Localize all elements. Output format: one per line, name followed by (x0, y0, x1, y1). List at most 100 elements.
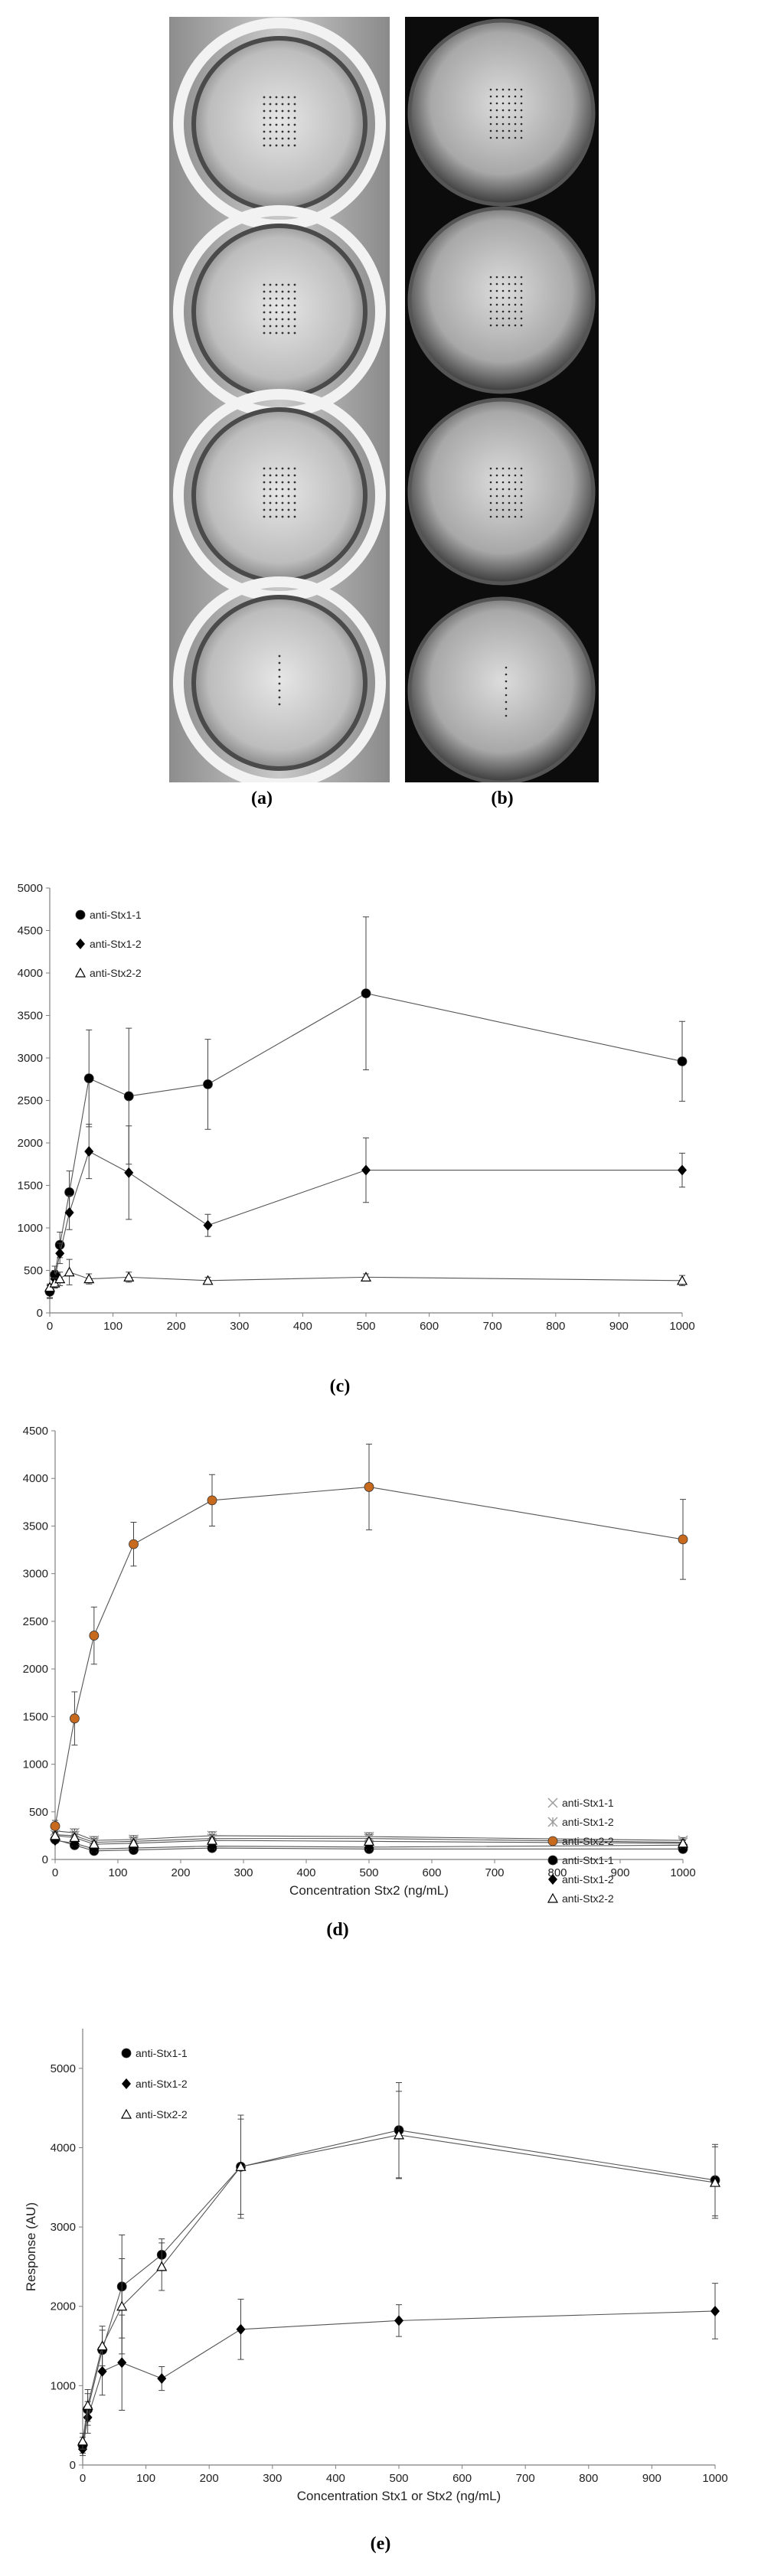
spot (269, 325, 272, 328)
legend-label: anti-Stx2-2 (562, 1892, 614, 1905)
spot (501, 467, 505, 470)
spot (287, 495, 290, 498)
spot (263, 137, 266, 140)
x-tick-label: 900 (609, 1320, 629, 1332)
data-point (69, 1832, 80, 1842)
spot (489, 95, 492, 98)
data-point (203, 1079, 213, 1089)
y-tick-label: 3000 (18, 1052, 43, 1065)
spot (293, 130, 296, 133)
spot (287, 474, 290, 477)
well (191, 407, 368, 583)
spot (269, 515, 272, 518)
spot (269, 331, 272, 335)
chart-c: 0500100015002000250030003500400045005000… (18, 882, 695, 1332)
spot (263, 297, 266, 300)
spot (505, 687, 508, 690)
data-point (548, 1874, 557, 1885)
data-point (55, 1248, 65, 1259)
spot (508, 310, 511, 313)
spot (263, 474, 266, 477)
legend-label: anti-Stx2-2 (136, 2108, 188, 2121)
spot (275, 325, 278, 328)
spot (501, 129, 505, 132)
spot (501, 317, 505, 320)
spot (287, 130, 290, 133)
spot (269, 474, 272, 477)
well (191, 36, 368, 212)
spot (495, 488, 498, 491)
spot (489, 136, 492, 139)
spot (281, 515, 284, 518)
spot (263, 331, 266, 335)
spot (514, 116, 517, 119)
spot (520, 129, 523, 132)
spot (269, 311, 272, 314)
y-tick-label: 4500 (23, 1425, 48, 1438)
x-tick-label: 800 (546, 1320, 565, 1332)
spot (275, 474, 278, 477)
spot (495, 129, 498, 132)
series-line (82, 2134, 716, 2441)
spot (287, 331, 290, 335)
data-point (236, 2323, 246, 2335)
y-tick-label: 1000 (23, 1758, 48, 1771)
spot (281, 467, 284, 470)
series-anti-Stx1-1 (44, 916, 688, 1299)
spot (281, 318, 284, 321)
x-tick-label: 0 (47, 1320, 53, 1332)
y-tick-label: 4000 (18, 967, 43, 980)
data-point (361, 988, 371, 999)
x-tick-label: 200 (171, 1866, 190, 1879)
spot (287, 116, 290, 119)
data-point (157, 2373, 167, 2385)
spot (281, 481, 284, 484)
spot (287, 137, 290, 140)
x-tick-label: 300 (263, 2472, 282, 2485)
spot (269, 467, 272, 470)
spot (287, 283, 290, 286)
data-point (207, 1840, 217, 1852)
spot (293, 331, 296, 335)
spot (269, 96, 272, 99)
y-tick-label: 1500 (23, 1710, 48, 1723)
spot (508, 495, 511, 498)
spot (520, 310, 523, 313)
spot (287, 304, 290, 307)
spot (269, 488, 272, 491)
data-point (547, 1817, 558, 1827)
y-tick-label: 3500 (23, 1520, 48, 1533)
data-point (122, 2078, 131, 2089)
spot (281, 103, 284, 106)
spot (489, 488, 492, 491)
x-tick-label: 400 (296, 1866, 315, 1879)
spot (293, 144, 296, 147)
spot (275, 137, 278, 140)
data-point (203, 1219, 213, 1231)
legend-label: anti-Stx1-1 (562, 1854, 614, 1866)
series-anti-Stx2-2 (50, 1443, 688, 1833)
spot (489, 317, 492, 320)
spot (508, 296, 511, 299)
spot (281, 331, 284, 335)
spot (520, 289, 523, 292)
spot (287, 515, 290, 518)
spot (263, 508, 266, 511)
spot (269, 103, 272, 106)
y-tick-label: 0 (37, 1307, 43, 1320)
spot (275, 109, 278, 113)
data-point (89, 1631, 100, 1641)
data-point (156, 2261, 168, 2271)
x-tick-label: 600 (452, 2472, 472, 2485)
spot (489, 310, 492, 313)
legend-label: anti-Stx1-1 (90, 909, 142, 921)
spot (520, 282, 523, 286)
x-tick-label: 0 (52, 1866, 58, 1879)
data-point (70, 1713, 80, 1724)
x-tick-label: 800 (579, 2472, 598, 2485)
x-tick-label: 400 (293, 1320, 312, 1332)
data-point (83, 1073, 94, 1084)
legend-label: anti-Stx1-2 (90, 938, 142, 950)
spot (287, 144, 290, 147)
spot (287, 96, 290, 99)
